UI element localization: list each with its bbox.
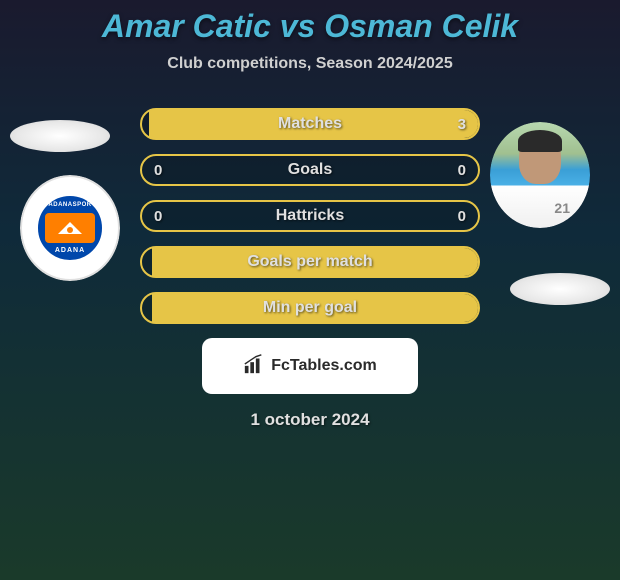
watermark-text: FcTables.com — [271, 357, 377, 375]
stat-value-left: 0 — [154, 208, 162, 225]
badge-text-bottom: ADANA — [55, 247, 85, 254]
stat-value-left: 0 — [154, 162, 162, 179]
stat-label: Hattricks — [276, 207, 344, 225]
stat-row: Matches 3 — [140, 108, 480, 140]
player-left-avatar: ADANASPOR ADANA — [20, 175, 120, 281]
avatar-right-background — [510, 273, 610, 305]
comparison-subtitle: Club competitions, Season 2024/2025 — [0, 55, 620, 73]
watermark-box: FcTables.com — [202, 338, 418, 394]
stats-container: Matches 3 0 Goals 0 0 Hattricks 0 Goals per matc… — [140, 108, 480, 324]
stat-value-right: 3 — [458, 116, 466, 133]
stat-row: 0 Goals 0 — [140, 154, 480, 186]
avatar-left-background — [10, 120, 110, 152]
stat-value-right: 0 — [458, 162, 466, 179]
stat-label: Goals — [288, 161, 332, 179]
badge-text-top: ADANASPOR — [48, 202, 91, 208]
stat-row: Goals per match — [140, 246, 480, 278]
stat-label: Matches — [278, 115, 342, 133]
stat-label: Goals per match — [247, 253, 372, 271]
chart-bar-icon — [243, 353, 265, 380]
stat-row: Min per goal — [140, 292, 480, 324]
stat-row: 0 Hattricks 0 — [140, 200, 480, 232]
badge-inner-icon — [45, 213, 95, 243]
stat-value-right: 0 — [458, 208, 466, 225]
comparison-title: Amar Catic vs Osman Celik — [0, 0, 620, 45]
date-text: 1 october 2024 — [0, 410, 620, 430]
jersey-number: 21 — [554, 200, 570, 216]
player-right-avatar: 21 — [490, 122, 590, 228]
stat-label: Min per goal — [263, 299, 357, 317]
player-photo: 21 — [490, 122, 590, 228]
club-badge-adanaspor: ADANASPOR ADANA — [20, 175, 120, 281]
